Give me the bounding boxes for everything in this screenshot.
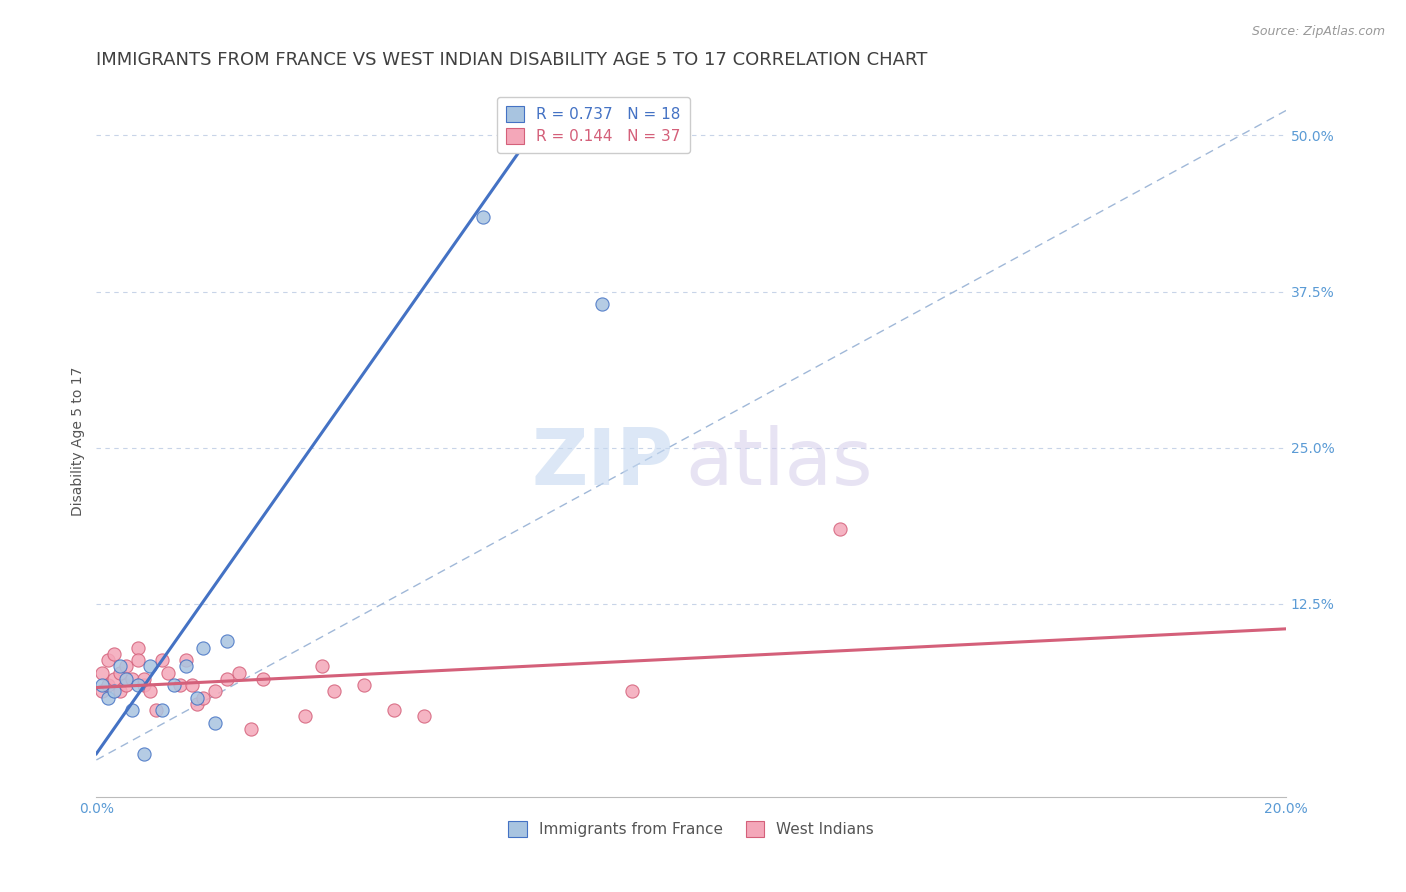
Point	[108, 659, 131, 673]
Point	[591, 297, 613, 311]
Point	[121, 672, 143, 686]
Point	[169, 678, 191, 692]
Point	[180, 678, 202, 692]
Point	[97, 690, 120, 705]
Point	[323, 684, 346, 698]
Point	[150, 703, 173, 717]
Point	[115, 672, 138, 686]
Point	[240, 722, 263, 736]
Text: Source: ZipAtlas.com: Source: ZipAtlas.com	[1251, 25, 1385, 38]
Point	[132, 747, 155, 761]
Point	[139, 684, 162, 698]
Point	[115, 678, 138, 692]
Point	[174, 659, 197, 673]
Point	[412, 709, 434, 723]
Point	[91, 684, 114, 698]
Point	[472, 210, 495, 224]
Text: ZIP: ZIP	[531, 425, 673, 500]
Point	[156, 665, 179, 680]
Point	[132, 678, 155, 692]
Point	[103, 672, 125, 686]
Point	[311, 659, 333, 673]
Point	[139, 659, 162, 673]
Point	[127, 653, 149, 667]
Point	[252, 672, 274, 686]
Y-axis label: Disability Age 5 to 17: Disability Age 5 to 17	[72, 367, 86, 516]
Point	[217, 634, 239, 648]
Point	[193, 640, 215, 655]
Point	[91, 678, 114, 692]
Point	[97, 653, 120, 667]
Point	[228, 665, 250, 680]
Point	[217, 672, 239, 686]
Text: IMMIGRANTS FROM FRANCE VS WEST INDIAN DISABILITY AGE 5 TO 17 CORRELATION CHART: IMMIGRANTS FROM FRANCE VS WEST INDIAN DI…	[97, 51, 928, 69]
Text: atlas: atlas	[685, 425, 873, 500]
Point	[108, 665, 131, 680]
Point	[174, 653, 197, 667]
Point	[204, 715, 226, 730]
Point	[108, 684, 131, 698]
Point	[103, 684, 125, 698]
Point	[828, 522, 851, 536]
Point	[163, 678, 186, 692]
Point	[97, 678, 120, 692]
Point	[103, 647, 125, 661]
Point	[132, 672, 155, 686]
Point	[353, 678, 375, 692]
Point	[127, 678, 149, 692]
Point	[193, 690, 215, 705]
Point	[91, 665, 114, 680]
Point	[620, 684, 643, 698]
Point	[204, 684, 226, 698]
Point	[150, 653, 173, 667]
Point	[127, 640, 149, 655]
Legend: Immigrants from France, West Indians: Immigrants from France, West Indians	[502, 815, 880, 843]
Point	[186, 690, 208, 705]
Point	[186, 697, 208, 711]
Point	[115, 659, 138, 673]
Point	[145, 703, 167, 717]
Point	[121, 703, 143, 717]
Point	[382, 703, 405, 717]
Point	[294, 709, 316, 723]
